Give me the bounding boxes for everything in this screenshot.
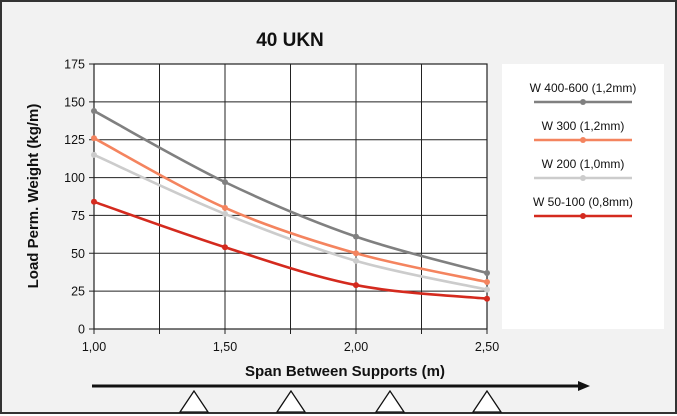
- legend-label: W 50-100 (0,8mm): [533, 195, 633, 209]
- series-line: [93, 200, 488, 301]
- y-tick-label: 100: [64, 171, 85, 185]
- x-tick-label: 2,00: [344, 340, 368, 354]
- data-point: [222, 179, 228, 186]
- legend-marker: [580, 175, 586, 181]
- support-icon: [471, 389, 503, 413]
- x-tick-label: 2,50: [475, 340, 499, 354]
- support-icon: [275, 389, 307, 413]
- legend-box: [502, 64, 664, 329]
- tick-labels: 0 25 50 75 100 125 150 175 1,00 1,50 2,00 2,50: [64, 58, 499, 355]
- y-tick-label: 0: [78, 323, 85, 337]
- data-point: [91, 135, 97, 142]
- x-tick-label: 1,00: [82, 340, 106, 354]
- plot-border: [93, 63, 488, 330]
- series-lines: [91, 107, 490, 302]
- series-line: [93, 153, 488, 291]
- data-point: [484, 286, 490, 293]
- chart-title: 40 UKN: [256, 30, 324, 51]
- legend-label: W 400-600 (1,2mm): [530, 81, 637, 95]
- y-tick-label: 50: [71, 247, 85, 261]
- y-tick-label: 125: [64, 133, 85, 147]
- y-tick-label: 150: [64, 95, 85, 109]
- data-point: [353, 257, 359, 264]
- data-point: [353, 282, 359, 289]
- x-axis-label: Span Between Supports (m): [245, 363, 445, 380]
- x-tick-label: 1,50: [213, 340, 237, 354]
- data-point: [222, 204, 228, 211]
- y-tick-label: 175: [64, 58, 85, 72]
- series-line: [93, 109, 488, 275]
- data-point: [484, 269, 490, 276]
- support-icon: [374, 389, 406, 413]
- legend-marker: [580, 137, 586, 143]
- legend: W 400-600 (1,2mm) W 300 (1,2mm) W 200 (1,0…: [530, 81, 637, 219]
- y-axis-label: Load Perm. Weight (kg/m): [25, 104, 42, 289]
- span-arrow-head: [578, 381, 590, 391]
- support-icon: [178, 389, 210, 413]
- data-point: [484, 295, 490, 302]
- y-tick-label: 25: [71, 285, 85, 299]
- series-line: [93, 137, 488, 284]
- legend-label: W 200 (1,0mm): [542, 157, 625, 171]
- data-point: [222, 244, 228, 251]
- legend-label: W 300 (1,2mm): [542, 119, 625, 133]
- data-point: [353, 250, 359, 257]
- data-point: [91, 151, 97, 158]
- legend-marker: [580, 99, 586, 105]
- data-point: [91, 198, 97, 205]
- data-point: [91, 107, 97, 114]
- data-point: [353, 233, 359, 240]
- data-point: [222, 210, 228, 217]
- grid: [89, 63, 488, 334]
- span-arrow: [92, 381, 590, 413]
- legend-marker: [580, 213, 586, 219]
- y-tick-label: 75: [71, 209, 85, 223]
- data-point: [484, 279, 490, 286]
